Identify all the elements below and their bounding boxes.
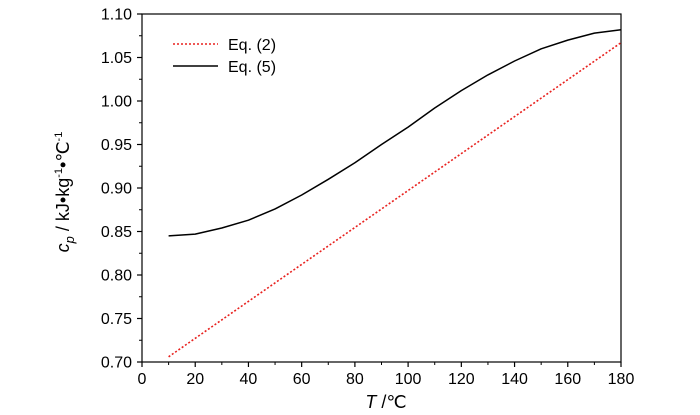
y-tick-label: 1.00 [101, 94, 132, 111]
x-tick-label: 120 [448, 371, 475, 388]
y-tick-label: 0.85 [101, 224, 132, 241]
legend-entry: Eq. (2) [228, 37, 276, 54]
y-tick-label: 0.95 [101, 137, 132, 154]
y-tick-label: 0.90 [101, 181, 132, 198]
series-layer [168, 28, 622, 358]
y-tick-label: 1.05 [101, 50, 132, 67]
x-tick-label: 0 [138, 371, 147, 388]
x-tick-label: 40 [240, 371, 258, 388]
y-axis-title: cp / kJ•kg-1•℃-1 [53, 132, 77, 253]
x-axis: 0 20 40 60 80 100 120 140 160 180 [138, 362, 635, 388]
x-tick-label: 60 [293, 371, 311, 388]
x-tick-label: 160 [554, 371, 581, 388]
x-tick-label: 80 [346, 371, 364, 388]
y-tick-label: 1.10 [101, 7, 132, 24]
y-tick-label: 0.75 [101, 311, 132, 328]
legend-entry: Eq. (5) [228, 59, 276, 76]
series-line [168, 42, 622, 358]
x-tick-label: 140 [501, 371, 528, 388]
y-axis: 0.70 0.75 0.80 0.85 0.90 0.95 1.00 1.05 1.10 [101, 7, 142, 372]
series-line [168, 28, 622, 237]
y-tick-label: 0.80 [101, 268, 132, 285]
x-tick-label: 20 [186, 371, 204, 388]
y-tick-label: 0.70 [101, 355, 132, 372]
x-axis-title: T /℃ [365, 392, 406, 412]
x-tick-label: 180 [608, 371, 635, 388]
legend: Eq. (2) Eq. (5) [173, 37, 276, 76]
x-tick-label: 100 [395, 371, 422, 388]
